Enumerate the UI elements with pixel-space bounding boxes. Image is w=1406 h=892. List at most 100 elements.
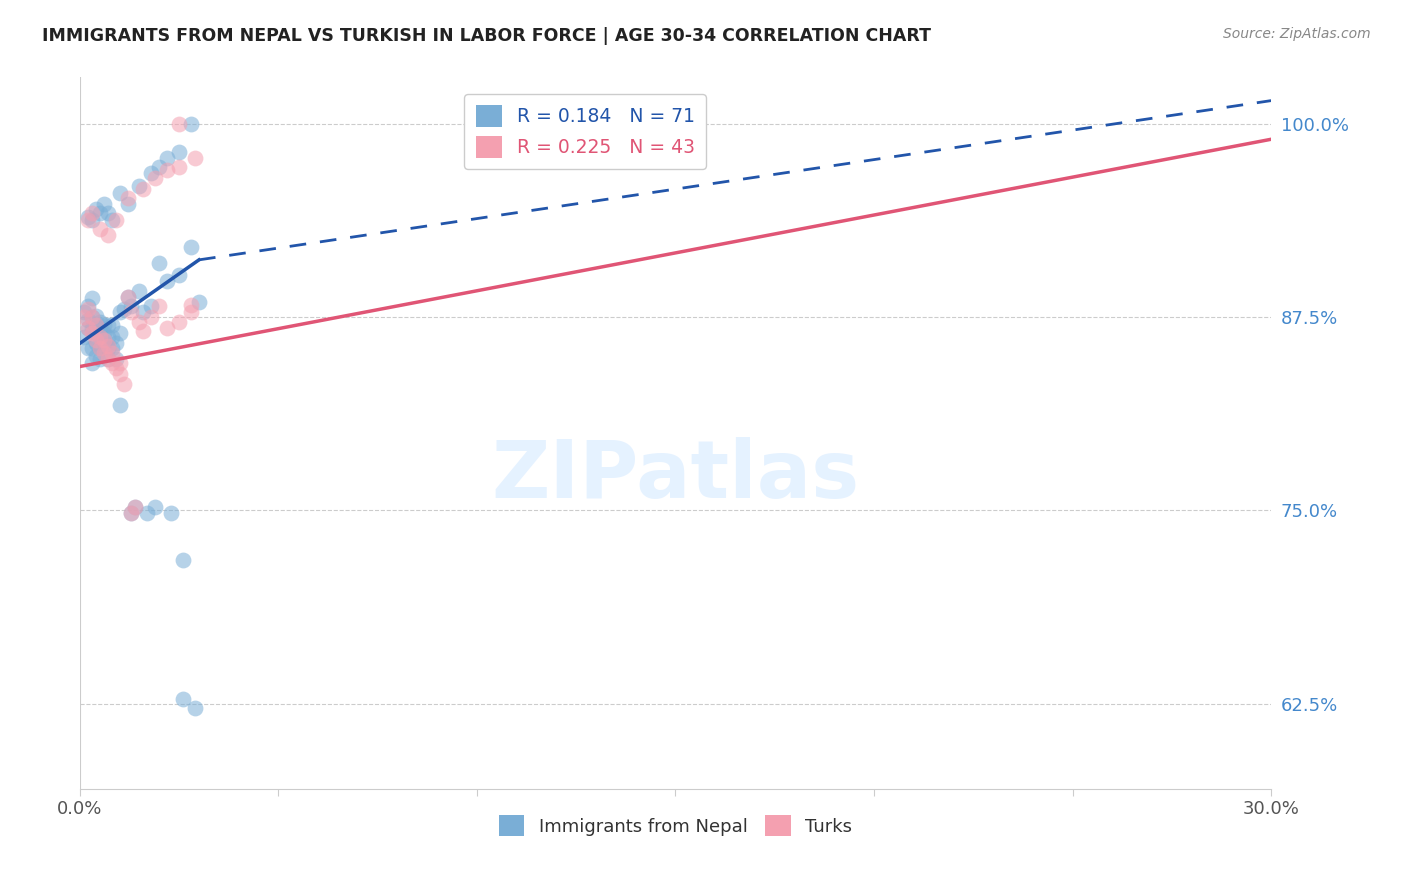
Point <box>188 294 211 309</box>
Point <box>121 305 143 319</box>
Point <box>132 324 155 338</box>
Point <box>156 321 179 335</box>
Text: IMMIGRANTS FROM NEPAL VS TURKISH IN LABOR FORCE | AGE 30-34 CORRELATION CHART: IMMIGRANTS FROM NEPAL VS TURKISH IN LABO… <box>42 27 931 45</box>
Point <box>80 341 103 355</box>
Point <box>167 268 190 283</box>
Point <box>84 318 107 332</box>
Point <box>93 333 115 347</box>
Point <box>76 212 98 227</box>
Text: ZIPatlas: ZIPatlas <box>491 437 859 515</box>
Point <box>80 310 103 324</box>
Point <box>112 376 135 391</box>
Point <box>80 326 103 340</box>
Point <box>141 310 163 324</box>
Point <box>76 313 98 327</box>
Point <box>104 361 127 376</box>
Point <box>117 197 139 211</box>
Point <box>124 500 146 515</box>
Point <box>167 160 190 174</box>
Point <box>121 299 143 313</box>
Point <box>97 339 120 353</box>
Point <box>148 299 170 313</box>
Point <box>84 349 107 363</box>
Point <box>160 507 183 521</box>
Point <box>89 222 111 236</box>
Point <box>100 345 122 359</box>
Point <box>100 356 122 370</box>
Point <box>180 240 202 254</box>
Point <box>97 351 120 366</box>
Point <box>73 330 96 344</box>
Point <box>89 321 111 335</box>
Point <box>76 210 98 224</box>
Point <box>97 351 120 366</box>
Point <box>76 341 98 355</box>
Point <box>180 117 202 131</box>
Point <box>148 256 170 270</box>
Point <box>80 292 103 306</box>
Point <box>156 163 179 178</box>
Point <box>80 356 103 370</box>
Point <box>89 341 111 355</box>
Point <box>89 315 111 329</box>
Point <box>84 318 107 332</box>
Point <box>180 298 202 312</box>
Point <box>73 310 96 324</box>
Point <box>184 151 207 165</box>
Point <box>108 398 131 412</box>
Point <box>117 191 139 205</box>
Point <box>84 333 107 347</box>
Point <box>76 299 98 313</box>
Point <box>112 302 135 317</box>
Point <box>143 170 166 185</box>
Point <box>117 290 139 304</box>
Point <box>97 330 120 344</box>
Point <box>93 345 115 359</box>
Point <box>80 212 103 227</box>
Point <box>172 691 194 706</box>
Point <box>132 182 155 196</box>
Point <box>121 507 143 521</box>
Point <box>121 507 143 521</box>
Point <box>124 500 146 515</box>
Text: Source: ZipAtlas.com: Source: ZipAtlas.com <box>1223 27 1371 41</box>
Point <box>76 321 98 335</box>
Point <box>100 341 122 355</box>
Point <box>97 341 120 355</box>
Point <box>136 507 159 521</box>
Point <box>108 186 131 201</box>
Point <box>93 326 115 340</box>
Point <box>104 212 127 227</box>
Point <box>180 305 202 319</box>
Point <box>156 275 179 289</box>
Point <box>73 305 96 319</box>
Point <box>167 117 190 131</box>
Point <box>141 299 163 313</box>
Point <box>167 315 190 329</box>
Point <box>172 553 194 567</box>
Point <box>100 330 122 344</box>
Point <box>84 309 107 323</box>
Point <box>84 202 107 216</box>
Point <box>80 206 103 220</box>
Point <box>128 315 150 329</box>
Point <box>132 305 155 319</box>
Point <box>89 351 111 366</box>
Point <box>80 310 103 324</box>
Point <box>167 145 190 159</box>
Point <box>76 302 98 317</box>
Point <box>84 336 107 351</box>
Point <box>108 356 131 370</box>
Point <box>184 701 207 715</box>
Point <box>108 368 131 382</box>
Point <box>84 326 107 340</box>
Point <box>104 351 127 366</box>
Point <box>141 166 163 180</box>
Point <box>89 330 111 344</box>
Point <box>89 330 111 344</box>
Point <box>108 305 131 319</box>
Point <box>128 284 150 298</box>
Point <box>117 290 139 304</box>
Point <box>156 151 179 165</box>
Point <box>143 500 166 515</box>
